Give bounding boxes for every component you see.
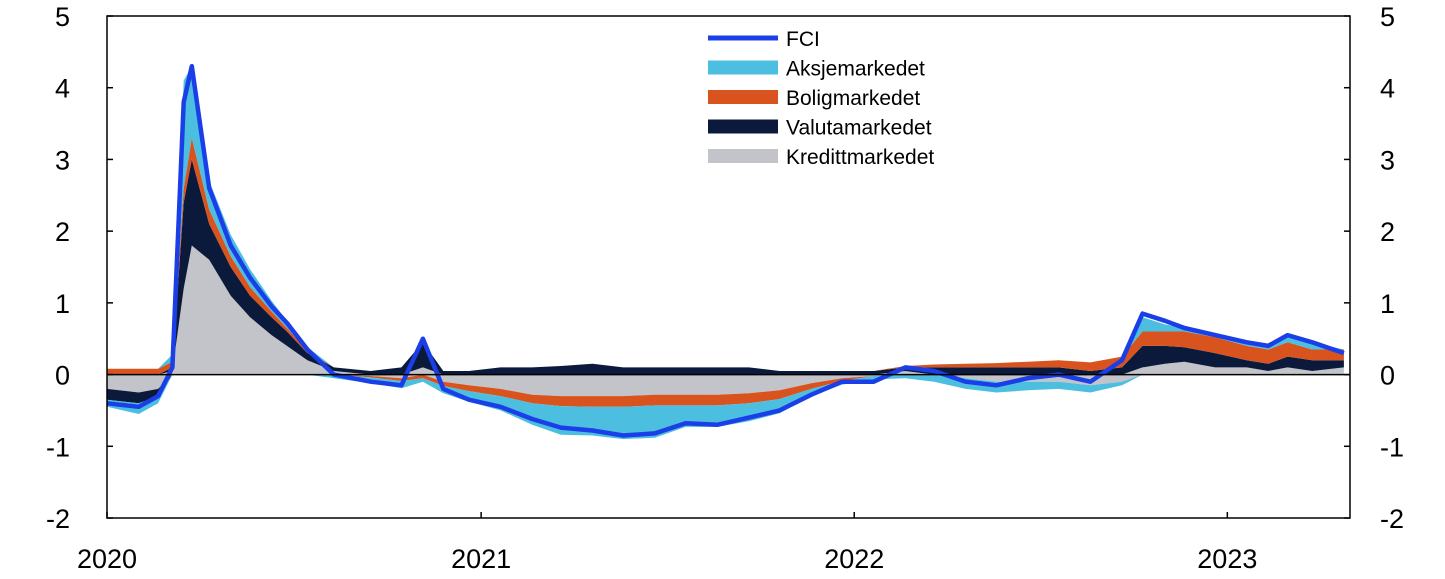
stacked-areas: [107, 66, 1344, 440]
legend-swatch-valutamarkedet: [708, 119, 778, 134]
y-tick-label-left: 4: [55, 74, 70, 104]
y-tick-label-left: 1: [55, 289, 70, 319]
x-tick-label: 2023: [1197, 544, 1257, 574]
y-tick-label-right: 5: [1380, 2, 1395, 32]
y-tick-label-left: -1: [46, 432, 70, 462]
x-tick-label: 2020: [77, 544, 137, 574]
line-fci: [106, 63, 1345, 438]
plot-frame: [106, 15, 1351, 519]
y-tick-label-right: 1: [1380, 289, 1395, 319]
y-tick-label-right: 2: [1380, 217, 1395, 247]
area-kredittmarkedet-positive: [107, 245, 1344, 375]
fci-line-layer: [106, 63, 1345, 438]
y-tick-label-left: 3: [55, 145, 70, 175]
area-aksjemarkedet-positive: [107, 66, 1344, 371]
y-tick-label-right: 3: [1380, 145, 1395, 175]
x-tick-label: 2021: [451, 544, 511, 574]
area-boligmarkedet-negative: [107, 374, 1344, 407]
y-tick-label-right: 0: [1380, 361, 1395, 391]
area-kredittmarkedet-negative: [107, 374, 1344, 397]
y-tick-label-right: -1: [1380, 432, 1404, 462]
y-tick-label-right: -2: [1380, 504, 1404, 534]
y-tick-label-right: 4: [1380, 74, 1395, 104]
legend-swatch-kredittmarkedet: [708, 149, 778, 163]
area-boligmarkedet-positive: [107, 137, 1344, 375]
y-tick-label-left: 2: [55, 217, 70, 247]
y-tick-label-left: -2: [46, 504, 70, 534]
legend-swatch-aksjemarkedet: [708, 60, 778, 75]
legend-label-kredittmarkedet: Kredittmarkedet: [786, 146, 934, 169]
x-tick-label: 2022: [824, 544, 884, 574]
legend-swatch-boligmarkedet: [708, 90, 778, 104]
axis-ticks: -2 -2 -1 -1 0 0 1 1 2 2 3 3 4 4 5 5 2020 2021 2022 2023: [46, 2, 1404, 574]
legend-label-fci: FCI: [786, 28, 820, 51]
y-tick-label-left: 0: [55, 361, 70, 391]
legend-label-boligmarkedet: Boligmarkedet: [786, 87, 920, 110]
legend-label-valutamarkedet: Valutamarkedet: [786, 117, 932, 140]
legend: FCI Aksjemarkedet Boligmarkedet Valutamarke…: [708, 28, 934, 169]
legend-label-aksjemarkedet: Aksjemarkedet: [786, 58, 925, 81]
y-tick-label-left: 5: [55, 2, 70, 32]
area-aksjemarkedet-negative: [107, 374, 1344, 440]
